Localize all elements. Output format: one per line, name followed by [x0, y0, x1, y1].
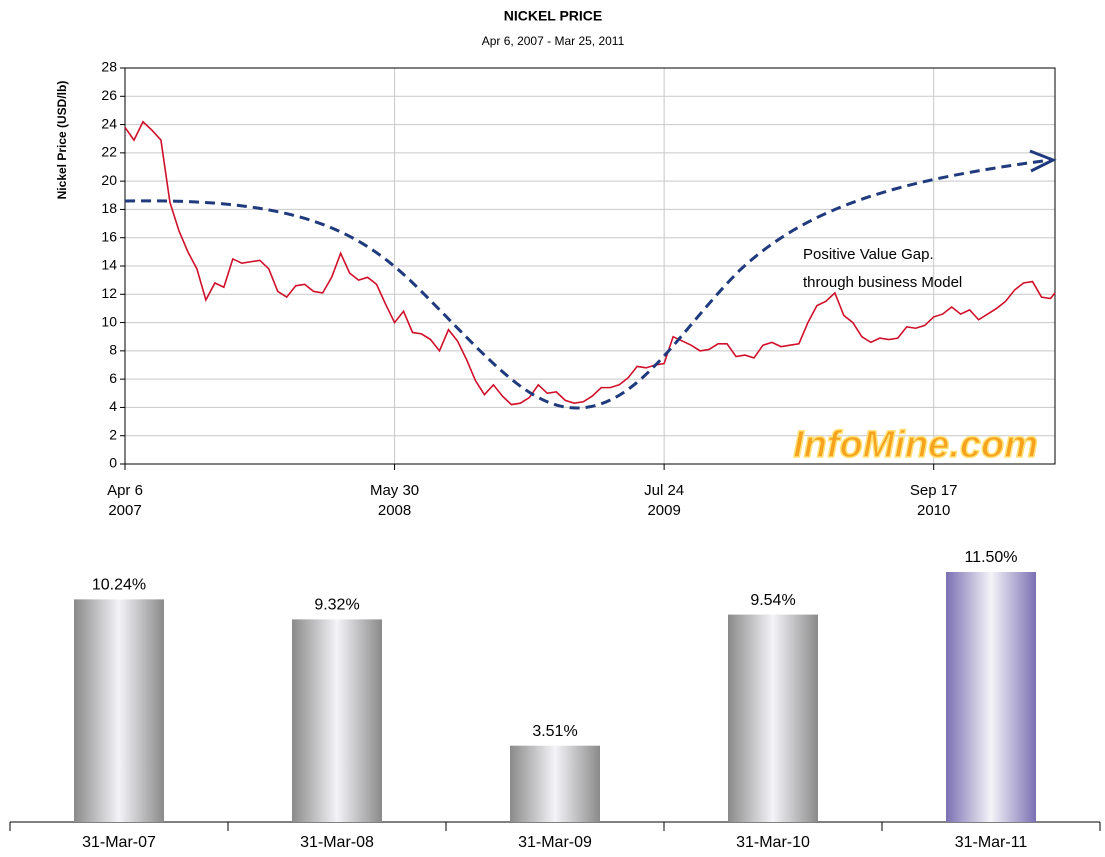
y-tick-label: 4 [109, 398, 117, 414]
value-label: 11.50% [964, 549, 1017, 566]
y-tick-label: 14 [101, 257, 117, 273]
y-tick-label: 2 [109, 426, 117, 442]
x-tick-label: May 30 [370, 482, 419, 499]
x-tick-label: 2007 [108, 502, 141, 519]
bar [74, 599, 164, 822]
y-tick-label: 10 [101, 313, 117, 329]
bar [510, 745, 600, 822]
x-tick-label: 31-Mar-11 [955, 834, 1028, 851]
x-tick-label: 2009 [647, 502, 680, 519]
y-tick-label: 0 [109, 455, 117, 471]
plot-border [124, 67, 1056, 465]
y-tick-label: 28 [101, 59, 117, 75]
x-tick-label: 2008 [378, 502, 411, 519]
y-tick-label: 6 [109, 370, 117, 386]
x-tick-label: 31-Mar-10 [736, 834, 810, 851]
annotation: through business Model [803, 274, 962, 291]
y-tick-label: 12 [101, 285, 117, 301]
y-axis-label: Nickel Price (USD/lb) [55, 81, 69, 200]
y-tick-label: 26 [101, 87, 117, 103]
y-tick-label: 24 [101, 115, 117, 131]
y-tick-label: 20 [101, 172, 117, 188]
value-label: 10.24% [92, 577, 146, 594]
arrow-head [1029, 149, 1057, 173]
x-tick-label: Jul 24 [644, 482, 684, 499]
chart-title: NICKEL PRICE [504, 8, 603, 24]
x-tick-label: Sep 17 [910, 482, 958, 499]
value-label: 3.51% [532, 723, 577, 740]
annotation: Positive Value Gap. [803, 246, 934, 263]
x-tick-label: 31-Mar-09 [518, 834, 592, 851]
x-tick-label: 2010 [917, 502, 950, 519]
x-tick-label: Apr 6 [107, 482, 143, 499]
x-tick-label: 31-Mar-07 [82, 834, 156, 851]
y-tick-label: 8 [109, 342, 117, 358]
bar [946, 571, 1036, 822]
y-tick-label: 22 [101, 144, 117, 160]
bar-chart: 10.24% 31-Mar-07 9.32% 31-Mar-08 3.51% 31-Mar… [9, 549, 1101, 851]
value-label: 9.54% [750, 592, 795, 609]
value-label: 9.32% [314, 597, 359, 614]
trend-arrow [124, 158, 1051, 410]
y-tick-label: 16 [101, 228, 117, 244]
watermark: InfoMine.com [793, 424, 1038, 466]
y-tick-label: 18 [101, 200, 117, 216]
chart-subtitle: Apr 6, 2007 - Mar 25, 2011 [482, 34, 625, 48]
price-line [124, 120, 1056, 406]
bar [728, 614, 818, 822]
x-tick-label: 31-Mar-08 [300, 834, 374, 851]
bar [292, 619, 382, 822]
